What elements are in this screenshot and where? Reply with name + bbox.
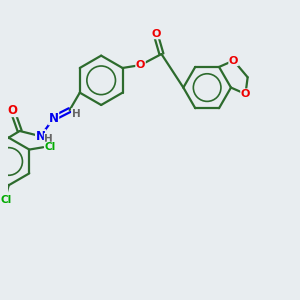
Text: O: O bbox=[229, 56, 238, 66]
Text: Cl: Cl bbox=[45, 142, 56, 152]
Text: O: O bbox=[136, 60, 145, 70]
Text: N: N bbox=[36, 130, 46, 143]
Text: O: O bbox=[8, 103, 18, 117]
Text: Cl: Cl bbox=[0, 195, 11, 206]
Text: H: H bbox=[44, 134, 53, 143]
Text: O: O bbox=[152, 29, 161, 39]
Text: N: N bbox=[49, 112, 59, 125]
Text: H: H bbox=[72, 109, 80, 118]
Text: O: O bbox=[241, 89, 250, 99]
